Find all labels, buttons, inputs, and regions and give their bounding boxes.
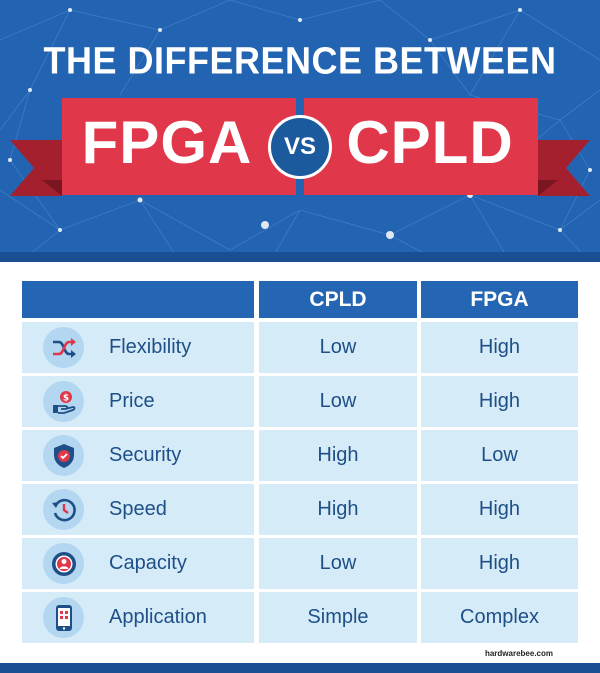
user-badge-icon (43, 543, 84, 584)
row-label: Security (109, 444, 182, 466)
table-row: Flexibility Low High (22, 322, 578, 373)
header-cell-fpga: FPGA (421, 281, 578, 318)
vs-label: VS (283, 133, 316, 160)
row-label-cell: $ Price (22, 376, 254, 427)
right-term: CPLD (346, 109, 514, 176)
footer-bar (0, 663, 600, 673)
page-title: THE DIFFERENCE BETWEEN (43, 38, 557, 82)
row-label: Flexibility (109, 336, 192, 358)
table-row: Security High Low (22, 430, 578, 481)
fpga-value: Low (421, 430, 578, 481)
cpld-value: High (259, 430, 417, 481)
row-label: Speed (109, 498, 167, 520)
header-bottom-strip (0, 252, 600, 262)
table-row: Speed High High (22, 484, 578, 535)
row-label-cell: Flexibility (22, 322, 254, 373)
row-label: Application (109, 606, 207, 628)
red-ribbon-banner (10, 98, 590, 196)
fpga-value: High (421, 376, 578, 427)
row-label: Capacity (109, 552, 187, 574)
header-cell-cpld: CPLD (259, 281, 417, 318)
svg-text:$: $ (62, 393, 68, 403)
cpld-value: Low (259, 538, 417, 589)
history-clock-icon (43, 489, 84, 530)
price-hand-icon: $ (43, 381, 84, 422)
fpga-value: Complex (421, 592, 578, 643)
shield-check-icon (43, 435, 84, 476)
table-row: $ Price Low High (22, 376, 578, 427)
table-row: Capacity Low High (22, 538, 578, 589)
header-banner: THE DIFFERENCE BETWEEN FPGA VS CPLD (0, 0, 600, 262)
row-label-cell: Security (22, 430, 254, 481)
row-label-cell: Capacity (22, 538, 254, 589)
phone-app-icon (43, 597, 84, 638)
row-label: Price (109, 390, 155, 412)
table-row: Application Simple Complex (22, 592, 578, 643)
row-label-cell: Application (22, 592, 254, 643)
cpld-value: High (259, 484, 417, 535)
cpld-value: Simple (259, 592, 417, 643)
fpga-value: High (421, 538, 578, 589)
left-term: FPGA (81, 109, 253, 176)
site-credit: hardwarebee.com (484, 649, 553, 658)
fpga-value: High (421, 484, 578, 535)
header-cell-blank (22, 281, 254, 318)
fpga-value: High (421, 322, 578, 373)
cpld-value: Low (259, 376, 417, 427)
vs-badge: VS (268, 115, 332, 179)
cpld-value: Low (259, 322, 417, 373)
row-label-cell: Speed (22, 484, 254, 535)
shuffle-icon (43, 327, 84, 368)
network-background (0, 0, 600, 262)
